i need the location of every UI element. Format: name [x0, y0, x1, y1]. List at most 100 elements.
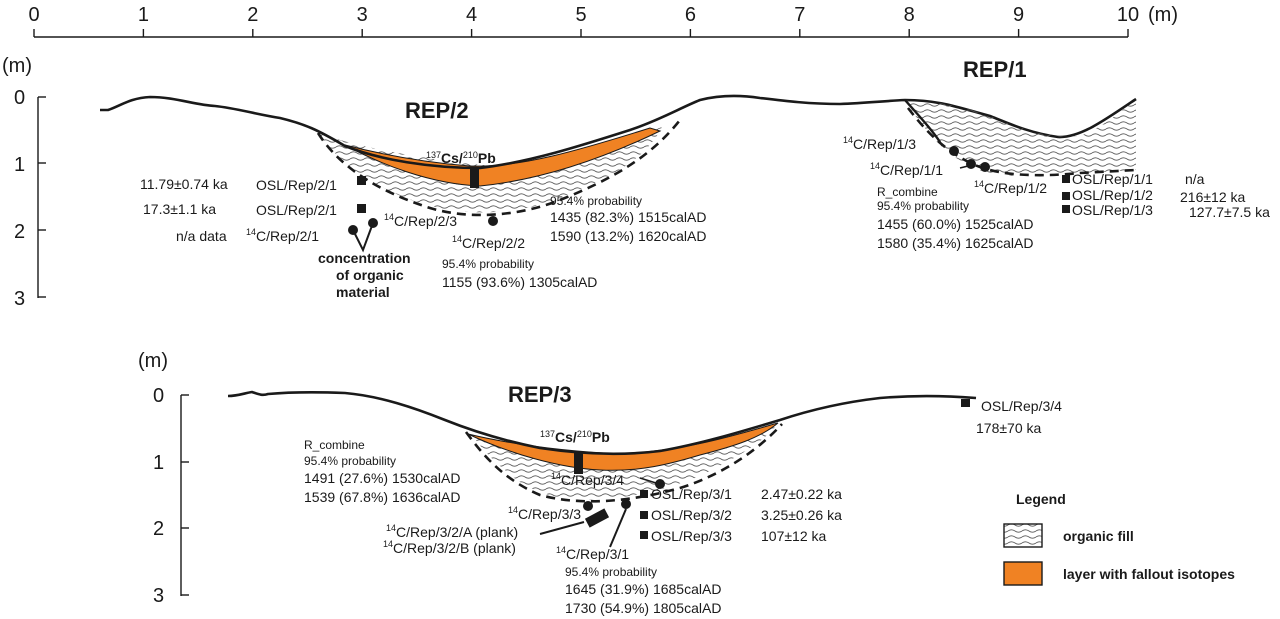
- top-axis-tick-label: 0: [28, 4, 39, 26]
- rep3-plank-a-label: 14C/Rep/3/2/A (plank): [386, 523, 518, 540]
- top-axis-tick-label: 8: [904, 4, 915, 26]
- rep3-combine-sub: 95.4% probability: [304, 454, 396, 468]
- ground-profile-lower: [227, 390, 977, 456]
- rep1-labels: REP/1 14C/Rep/1/3 14C/Rep/1/1 R_combine …: [843, 57, 1270, 251]
- rep1-osl-label: OSL/Rep/1/1: [1072, 171, 1153, 187]
- concentration-line: material: [336, 284, 390, 300]
- rep2-c14-2-label: 14C/Rep/2/2: [452, 234, 525, 251]
- rep1-c14-2-label: 14C/Rep/1/2: [974, 179, 1047, 196]
- rep3-osl-label: OSL/Rep/3/1: [651, 486, 732, 502]
- top-axis-tick-label: 7: [794, 4, 805, 26]
- rep3-combine-line: 1539 (67.8%) 1636calAD: [304, 489, 460, 505]
- rep1-fill-boundary: [906, 107, 1137, 177]
- rep1-osl-label: OSL/Rep/1/3: [1072, 202, 1153, 218]
- leader-line: [352, 222, 374, 253]
- depth-tick: 3: [153, 585, 164, 607]
- rep3-combine-title: R_combine: [304, 438, 365, 452]
- osl-sample-square: [1062, 192, 1070, 200]
- rep2-cs-pb-label: 137Cs/210Pb: [426, 150, 496, 166]
- osl-sample-square: [357, 176, 366, 185]
- osl-sample-square: [1062, 175, 1070, 183]
- rep1-combine-line: 1455 (60.0%) 1525calAD: [877, 216, 1033, 232]
- depth-tick: 1: [14, 154, 25, 176]
- top-axis-tick-label: 4: [466, 4, 477, 26]
- rep2-osl2-age: 17.3±1.1 ka: [143, 201, 216, 217]
- depth-axis-upper: (m) 0 1 2 3: [2, 55, 46, 310]
- legend-organic-swatch: [1003, 523, 1043, 548]
- depth-tick: 3: [14, 288, 25, 310]
- rep2-osl1-label: OSL/Rep/2/1: [256, 177, 337, 193]
- depth-tick: 2: [14, 221, 25, 243]
- c14-sample-dot: [655, 479, 665, 489]
- sample-column-marker: [470, 167, 479, 188]
- rep2-c14-1-data: n/a data: [176, 228, 227, 244]
- rep1-organic-fill: [905, 99, 1136, 176]
- rep1-osl-label: OSL/Rep/1/2: [1072, 187, 1153, 203]
- rep3-osl4-age: 178±70 ka: [976, 420, 1042, 436]
- rep1-section: [904, 99, 1137, 177]
- rep1-osl-age: 127.7±7.5 ka: [1189, 204, 1270, 220]
- rep3-osl4-label: OSL/Rep/3/4: [981, 398, 1062, 414]
- rep1-title: REP/1: [963, 57, 1027, 82]
- rep3-c14-4-label: 14C/Rep/3/4: [551, 471, 624, 488]
- rep2-c14-1-label: 14C/Rep/2/1: [246, 227, 319, 244]
- rep2-c14-3-label: 14C/Rep/2/3: [384, 212, 457, 229]
- rep3-combine-line: 1491 (27.6%) 1530calAD: [304, 470, 460, 486]
- top-axis: 0 1 2 3 4 5 6 7 8 9 10 (m): [28, 4, 1178, 38]
- rep3-section: [227, 390, 977, 503]
- rep1-c14-3-label: 14C/Rep/1/3: [843, 135, 916, 152]
- rep3-prob-line: 1730 (54.9%) 1805calAD: [565, 600, 721, 616]
- rep2-osl2-label: OSL/Rep/2/1: [256, 202, 337, 218]
- top-axis-tick-label: 9: [1013, 4, 1024, 26]
- c14-sample-dot: [488, 216, 498, 226]
- rep2-prob-b-line: 1155 (93.6%) 1305calAD: [442, 274, 597, 290]
- rep2-prob-a-title: 95.4% probability: [550, 194, 642, 208]
- rep2-fallout-layer: [344, 127, 662, 187]
- osl-sample-square: [357, 204, 366, 213]
- rep3-osl-age: 2.47±0.22 ka: [761, 486, 842, 502]
- osl-sample-square: [640, 490, 648, 498]
- osl-sample-square: [1062, 205, 1070, 213]
- rep2-osl1-age: 11.79±0.74 ka: [140, 176, 228, 192]
- legend-fallout-label: layer with fallout isotopes: [1063, 566, 1235, 582]
- legend-title: Legend: [1016, 491, 1066, 507]
- legend: Legend organic fill layer with fallout i…: [1003, 491, 1235, 586]
- rep3-title: REP/3: [508, 382, 572, 407]
- rep3-plank-b-label: 14C/Rep/3/2/B (plank): [383, 539, 516, 556]
- rep3-labels: REP/3 137Cs/210Pb R_combine 95.4% probab…: [304, 382, 1062, 616]
- rep2-title: REP/2: [405, 98, 469, 123]
- depth-axis-lower: (m) 0 1 2 3: [138, 350, 189, 607]
- depth-tick: 0: [14, 87, 25, 109]
- rep1-c14-1-label: 14C/Rep/1/1: [870, 161, 943, 178]
- rep3-osl-label: OSL/Rep/3/2: [651, 507, 732, 523]
- rep1-osl-age: n/a: [1185, 171, 1205, 187]
- depth-unit: (m): [2, 55, 32, 77]
- top-axis-tick-label: 10: [1117, 4, 1139, 26]
- rep1-osl-age: 216±12 ka: [1180, 189, 1246, 205]
- rep2-prob-b-title: 95.4% probability: [442, 257, 534, 271]
- top-axis-tick-label: 1: [138, 4, 149, 26]
- plank-sample-marker: [584, 508, 610, 528]
- concentration-line: concentration: [318, 250, 411, 266]
- depth-unit: (m): [138, 350, 168, 372]
- depth-tick: 1: [153, 452, 164, 474]
- rep3-osl-age: 3.25±0.26 ka: [761, 507, 842, 523]
- rep2-prob-a-line: 1590 (13.2%) 1620calAD: [550, 228, 706, 244]
- top-axis-tick-label: 2: [247, 4, 258, 26]
- top-axis-tick-label: 6: [685, 4, 696, 26]
- c14-sample-dot: [583, 501, 593, 511]
- osl-sample-square: [961, 399, 970, 407]
- rep1-combine-line: 1580 (35.4%) 1625calAD: [877, 235, 1033, 251]
- c14-sample-dot: [621, 499, 631, 509]
- rep1-combine-sub: 95.4% probability: [877, 199, 969, 213]
- depth-tick: 0: [153, 385, 164, 407]
- concentration-line: of organic: [336, 267, 404, 283]
- rep3-osl-label: OSL/Rep/3/3: [651, 528, 732, 544]
- top-axis-unit: (m): [1148, 4, 1178, 26]
- rep3-fill-boundary: [464, 423, 783, 503]
- top-axis-tick-label: 5: [575, 4, 586, 26]
- osl-sample-square: [640, 511, 648, 519]
- rep1-combine-title: R_combine: [877, 185, 938, 199]
- rep3-cs-pb-label: 137Cs/210Pb: [540, 429, 610, 445]
